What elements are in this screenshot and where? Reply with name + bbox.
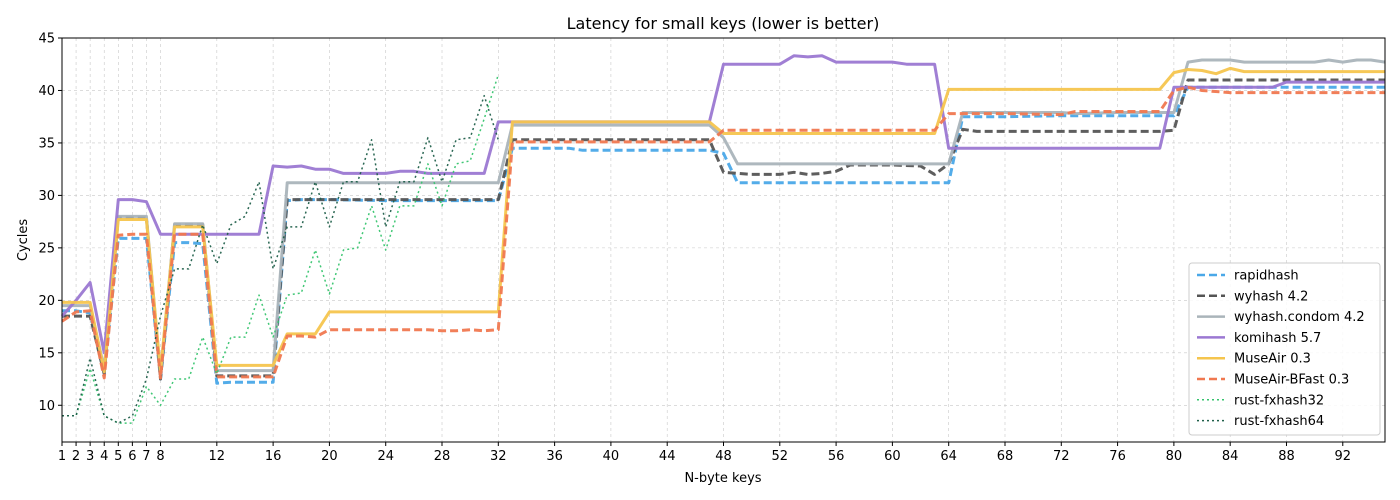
x-tick-label: 6 xyxy=(128,449,136,464)
legend-entry: wyhash 4.2 xyxy=(1234,289,1308,304)
y-tick-label: 25 xyxy=(38,241,55,256)
x-tick-label: 28 xyxy=(434,449,451,464)
y-tick-label: 30 xyxy=(38,189,55,204)
x-tick-label: 92 xyxy=(1335,449,1352,464)
x-tick-label: 72 xyxy=(1053,449,1070,464)
x-tick-label: 44 xyxy=(659,449,676,464)
x-tick-label: 40 xyxy=(603,449,620,464)
legend-box xyxy=(1188,262,1381,436)
x-tick-label: 20 xyxy=(321,449,338,464)
x-tick-label: 84 xyxy=(1222,449,1239,464)
x-tick-label: 76 xyxy=(1109,449,1126,464)
x-tick-label: 4 xyxy=(100,449,108,464)
x-axis-ticks: 1 2 3 4 5 6 7 8 12 16 20 24 28 32 36 40 44 48 52 56 60 64 68 72… xyxy=(58,442,1351,464)
series-lines xyxy=(60,54,1386,424)
series-line-rapidhash xyxy=(62,85,1385,385)
legend-entry: rust-fxhash32 xyxy=(1234,393,1324,408)
x-tick-label: 48 xyxy=(715,449,732,464)
x-axis-label: N-byte keys xyxy=(684,471,761,486)
x-tick-label: 5 xyxy=(114,449,122,464)
y-tick-label: 35 xyxy=(38,136,55,151)
series-line-museair-bfast-0-3 xyxy=(61,85,1385,380)
y-tick-label: 10 xyxy=(38,399,55,414)
series-line-rust-fxhash64 xyxy=(62,94,500,424)
legend-entry: komihash 5.7 xyxy=(1234,331,1321,346)
x-tick-label: 68 xyxy=(997,449,1014,464)
x-tick-label: 80 xyxy=(1166,449,1183,464)
x-tick-label: 64 xyxy=(940,449,957,464)
y-axis-label: Cycles xyxy=(16,219,31,262)
legend-entry: wyhash.condom 4.2 xyxy=(1234,310,1365,325)
legend-entry: MuseAir 0.3 xyxy=(1234,352,1311,367)
y-axis-ticks: 10 15 20 25 30 35 40 45 xyxy=(38,32,62,414)
x-tick-label: 16 xyxy=(265,449,282,464)
x-tick-label: 3 xyxy=(86,449,94,464)
x-tick-label: 60 xyxy=(884,449,901,464)
y-tick-label: 40 xyxy=(38,84,55,99)
x-tick-label: 88 xyxy=(1278,449,1295,464)
legend: rapidhash wyhash 4.2 wyhash.condom 4.2 komi… xyxy=(1188,262,1381,436)
y-tick-label: 20 xyxy=(38,294,55,309)
y-tick-label: 45 xyxy=(38,32,55,47)
x-tick-label: 7 xyxy=(142,449,150,464)
x-tick-label: 8 xyxy=(156,449,164,464)
x-tick-label: 36 xyxy=(546,449,563,464)
legend-entry: rapidhash xyxy=(1234,269,1299,284)
x-tick-label: 12 xyxy=(209,449,226,464)
x-tick-label: 24 xyxy=(377,449,394,464)
x-tick-label: 32 xyxy=(490,449,507,464)
y-tick-label: 15 xyxy=(38,346,55,361)
chart-title: Latency for small keys (lower is better) xyxy=(567,14,880,33)
x-tick-label: 2 xyxy=(72,449,80,464)
x-tick-label: 56 xyxy=(828,449,845,464)
series-line-wyhash-condom-4-2 xyxy=(62,58,1386,376)
legend-entry: MuseAir-BFast 0.3 xyxy=(1234,373,1349,388)
legend-entry: rust-fxhash64 xyxy=(1234,414,1324,429)
x-tick-label: 1 xyxy=(58,449,66,464)
x-tick-label: 52 xyxy=(772,449,789,464)
